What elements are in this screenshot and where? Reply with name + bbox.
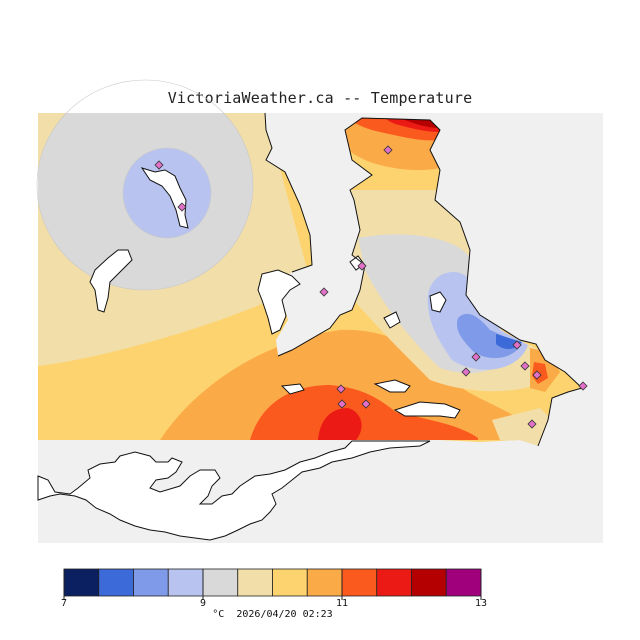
landmass-south: [37, 440, 431, 541]
coastlines: [37, 167, 461, 541]
mainland-coast: [264, 112, 583, 447]
colorbar-swatch: [306, 568, 343, 597]
colorbar-swatch: [272, 568, 308, 597]
station-markers: [154, 145, 588, 429]
timestamp: 2026/04/20 02:23: [236, 609, 333, 620]
colorbar-tick-label: 9: [199, 598, 207, 609]
station-marker[interactable]: [361, 399, 371, 409]
colorbar-tick-label: 13: [474, 598, 488, 609]
colorbar-swatch: [202, 568, 239, 597]
colorbar-swatch: [376, 568, 412, 597]
station-marker[interactable]: [177, 202, 187, 212]
station-marker[interactable]: [154, 160, 164, 170]
map-title: VictoriaWeather.ca -- Temperature: [167, 89, 473, 107]
island-east-1: [429, 291, 447, 313]
colorbar-swatch: [167, 568, 204, 597]
colorbar-swatch: [63, 568, 100, 597]
station-marker[interactable]: [357, 261, 367, 271]
station-marker[interactable]: [319, 287, 329, 297]
band-11-5: [318, 408, 362, 440]
colorbar-swatch: [411, 568, 447, 597]
island-central: [140, 167, 189, 229]
colorbar-swatch: [237, 568, 273, 597]
station-marker[interactable]: [337, 399, 347, 409]
unit-label: °C: [212, 609, 225, 620]
island-south-1: [280, 383, 305, 395]
station-marker[interactable]: [471, 352, 481, 362]
station-marker[interactable]: [512, 340, 522, 350]
colorbar: [63, 568, 482, 600]
band-9-5-southeast: [492, 408, 552, 446]
station-marker[interactable]: [578, 381, 588, 391]
peninsula: [257, 269, 301, 335]
station-marker[interactable]: [383, 145, 393, 155]
contour-lines: [36, 79, 254, 291]
island-south-3: [393, 401, 461, 419]
station-marker[interactable]: [461, 367, 471, 377]
colorbar-swatch: [445, 568, 482, 597]
station-marker[interactable]: [532, 370, 542, 380]
island-west: [89, 249, 133, 313]
station-marker[interactable]: [336, 384, 346, 394]
island-east-2: [383, 311, 401, 329]
colorbar-tick-label: 11: [335, 598, 349, 609]
colorbar-tick-label: 7: [60, 598, 68, 609]
colorbar-swatch: [133, 568, 169, 597]
band-11-0: [250, 385, 478, 440]
colorbar-footer: °C 2026/04/20 02:23: [0, 609, 545, 620]
colorbar-swatch: [341, 568, 378, 597]
station-marker[interactable]: [527, 419, 537, 429]
station-marker[interactable]: [520, 361, 530, 371]
colorbar-swatch: [98, 568, 134, 597]
island-south-2: [373, 379, 411, 393]
